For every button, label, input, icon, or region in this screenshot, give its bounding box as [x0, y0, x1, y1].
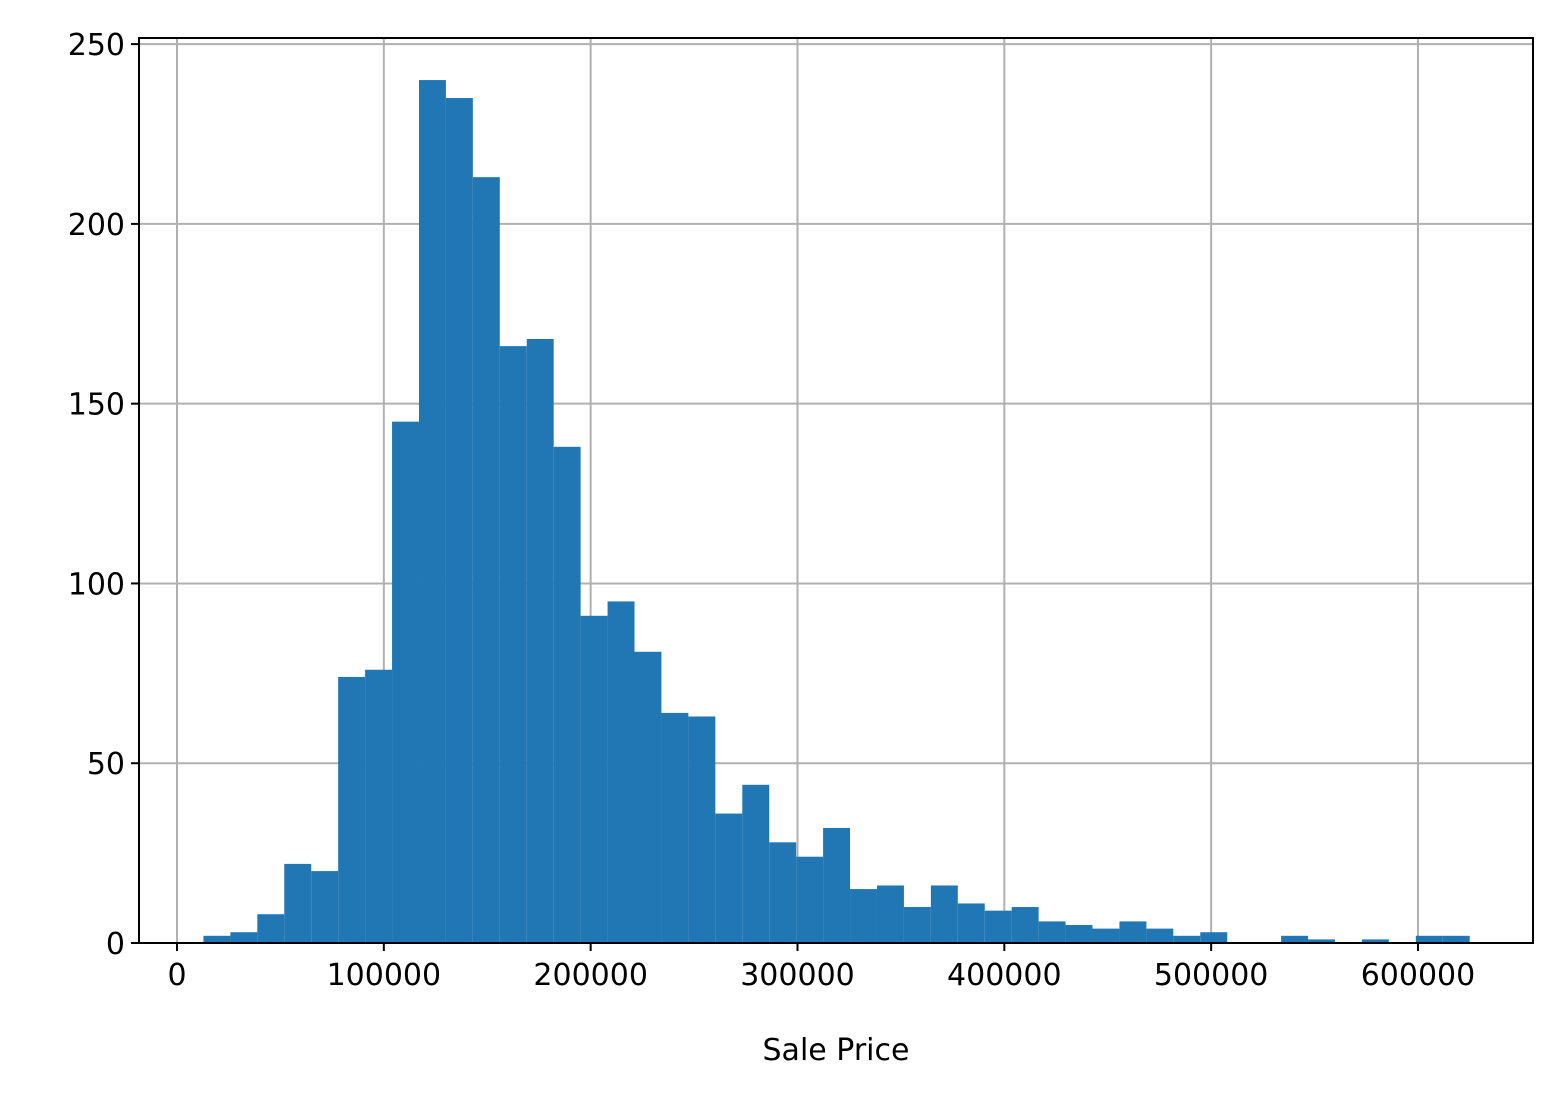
bar	[230, 932, 258, 943]
bar	[472, 177, 500, 943]
bar	[607, 601, 635, 943]
y-tick-label: 0	[106, 927, 125, 962]
bar	[876, 885, 904, 943]
x-tick-label: 300000	[740, 958, 855, 993]
bar	[957, 903, 985, 943]
x-tick-label: 500000	[1154, 958, 1269, 993]
bar	[930, 885, 958, 943]
bar	[1442, 935, 1470, 943]
bar	[365, 669, 393, 943]
bar	[580, 615, 608, 943]
bar	[418, 80, 446, 944]
x-tick-label: 200000	[533, 958, 648, 993]
bar	[984, 910, 1012, 943]
bar	[634, 651, 662, 943]
bar	[1038, 921, 1066, 943]
bar	[903, 907, 931, 943]
bar	[661, 712, 689, 943]
bar	[1415, 935, 1443, 943]
bar	[499, 346, 527, 943]
bar	[1361, 939, 1389, 943]
bar	[1065, 925, 1093, 943]
x-tick-label: 100000	[327, 958, 442, 993]
bar	[742, 784, 770, 943]
bar	[445, 98, 473, 943]
bar	[769, 842, 797, 943]
bar	[850, 889, 877, 943]
x-axis-label: Sale Price	[763, 1033, 910, 1068]
bar	[1146, 928, 1174, 943]
bar	[1173, 935, 1201, 943]
bar	[1281, 935, 1309, 943]
bar	[392, 421, 419, 943]
plot-frame	[138, 37, 1534, 944]
bar	[526, 338, 554, 943]
bar	[796, 856, 824, 943]
x-tick-label: 600000	[1361, 958, 1476, 993]
bar	[1119, 921, 1147, 943]
y-tick-label: 250	[68, 28, 125, 63]
bar	[1011, 907, 1039, 943]
bar	[311, 871, 339, 943]
bar	[257, 914, 285, 943]
x-tick-label: 400000	[947, 958, 1062, 993]
bar	[553, 446, 581, 943]
bar	[1092, 928, 1120, 943]
y-tick-label: 100	[68, 567, 125, 602]
bar	[823, 827, 851, 943]
bar	[1308, 939, 1335, 943]
bar	[203, 935, 231, 943]
y-tick-label: 50	[87, 747, 125, 782]
bar	[338, 676, 366, 943]
bar	[688, 716, 716, 943]
bar	[1200, 932, 1228, 943]
bar	[284, 863, 312, 943]
x-tick-label: 0	[167, 958, 186, 993]
bar	[715, 813, 743, 943]
y-tick-label: 150	[68, 388, 125, 423]
y-tick-label: 200	[68, 208, 125, 243]
